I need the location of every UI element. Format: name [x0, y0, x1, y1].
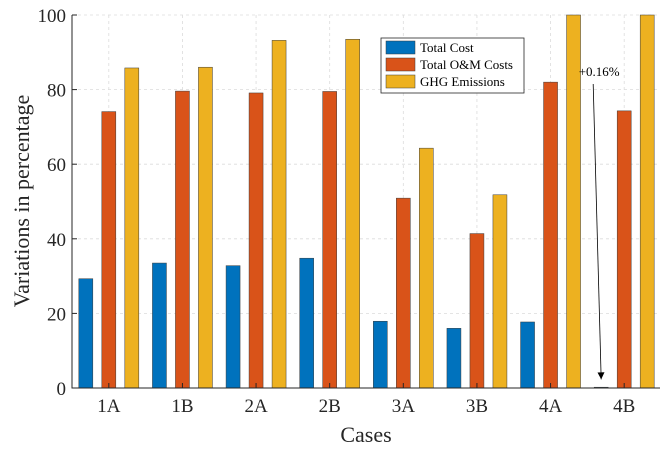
bar-4B-series-2 [616, 110, 632, 389]
legend-label-2: Total O&M Costs [420, 57, 513, 72]
bar-2B-series-2 [322, 91, 337, 389]
bar-3A-series-2 [396, 197, 411, 389]
y-tick-label: 60 [47, 155, 66, 176]
bar-4A-series-1 [520, 321, 535, 389]
bar-1B-series-2 [175, 90, 190, 389]
bar-1A-series-1 [78, 278, 94, 389]
legend-swatch-2 [385, 57, 416, 72]
bar-3B-series-2 [469, 233, 485, 389]
y-tick-label: 80 [47, 81, 66, 102]
x-tick-label-3A: 3A [392, 396, 416, 417]
bars [78, 14, 655, 389]
bar-2A-series-1 [225, 265, 241, 389]
annotation-label: +0.16% [579, 64, 620, 79]
bar-2B-series-1 [299, 257, 314, 389]
legend-label-3: GHG Emissions [420, 74, 505, 89]
legend-swatch-1 [385, 40, 416, 55]
bar-2A-series-3 [271, 40, 287, 389]
bar-4A-series-2 [543, 81, 558, 389]
x-tick-label-4B: 4B [613, 396, 635, 417]
x-tick-labels: 1A 1B 2A 2B 3A 3B 4A 4B [97, 396, 635, 417]
bar-1B-series-1 [152, 262, 167, 389]
y-axis-title: Variations in percentage [9, 95, 34, 308]
legend: Total Cost Total O&M Costs GHG Emissions [380, 37, 525, 94]
bar-1A-series-2 [101, 111, 117, 389]
bar-2A-series-2 [248, 92, 264, 389]
x-tick-label-2A: 2A [244, 396, 268, 417]
x-tick-label-4A: 4A [539, 396, 563, 417]
legend-swatch-3 [385, 74, 416, 89]
bar-1B-series-3 [198, 66, 213, 389]
annotation-arrow-line [592, 83, 602, 380]
x-axis-title: Cases [340, 422, 391, 447]
bar-3A-series-3 [419, 147, 434, 389]
annotations: +0.16% [579, 64, 620, 380]
x-tick-label-1A: 1A [97, 396, 121, 417]
x-tick-label-3B: 3B [466, 396, 488, 417]
y-tick-label: 20 [47, 304, 66, 325]
annotation-arrow-head [597, 372, 605, 380]
x-tick-label-1B: 1B [171, 396, 193, 417]
axes [71, 14, 660, 389]
bar-4B-series-3 [639, 14, 655, 389]
y-tick-label: 40 [47, 230, 66, 251]
bar-1A-series-3 [124, 67, 140, 389]
y-tick-label: 0 [57, 379, 67, 400]
x-tick-label-2B: 2B [319, 396, 341, 417]
y-tick-labels: 0 20 40 60 80 100 [38, 6, 67, 400]
bar-3B-series-1 [446, 328, 462, 389]
bar-3A-series-1 [373, 320, 388, 389]
legend-label-1: Total Cost [420, 40, 474, 55]
y-tick-label: 100 [38, 6, 67, 27]
bar-3B-series-3 [492, 194, 508, 389]
bar-2B-series-3 [345, 38, 360, 389]
